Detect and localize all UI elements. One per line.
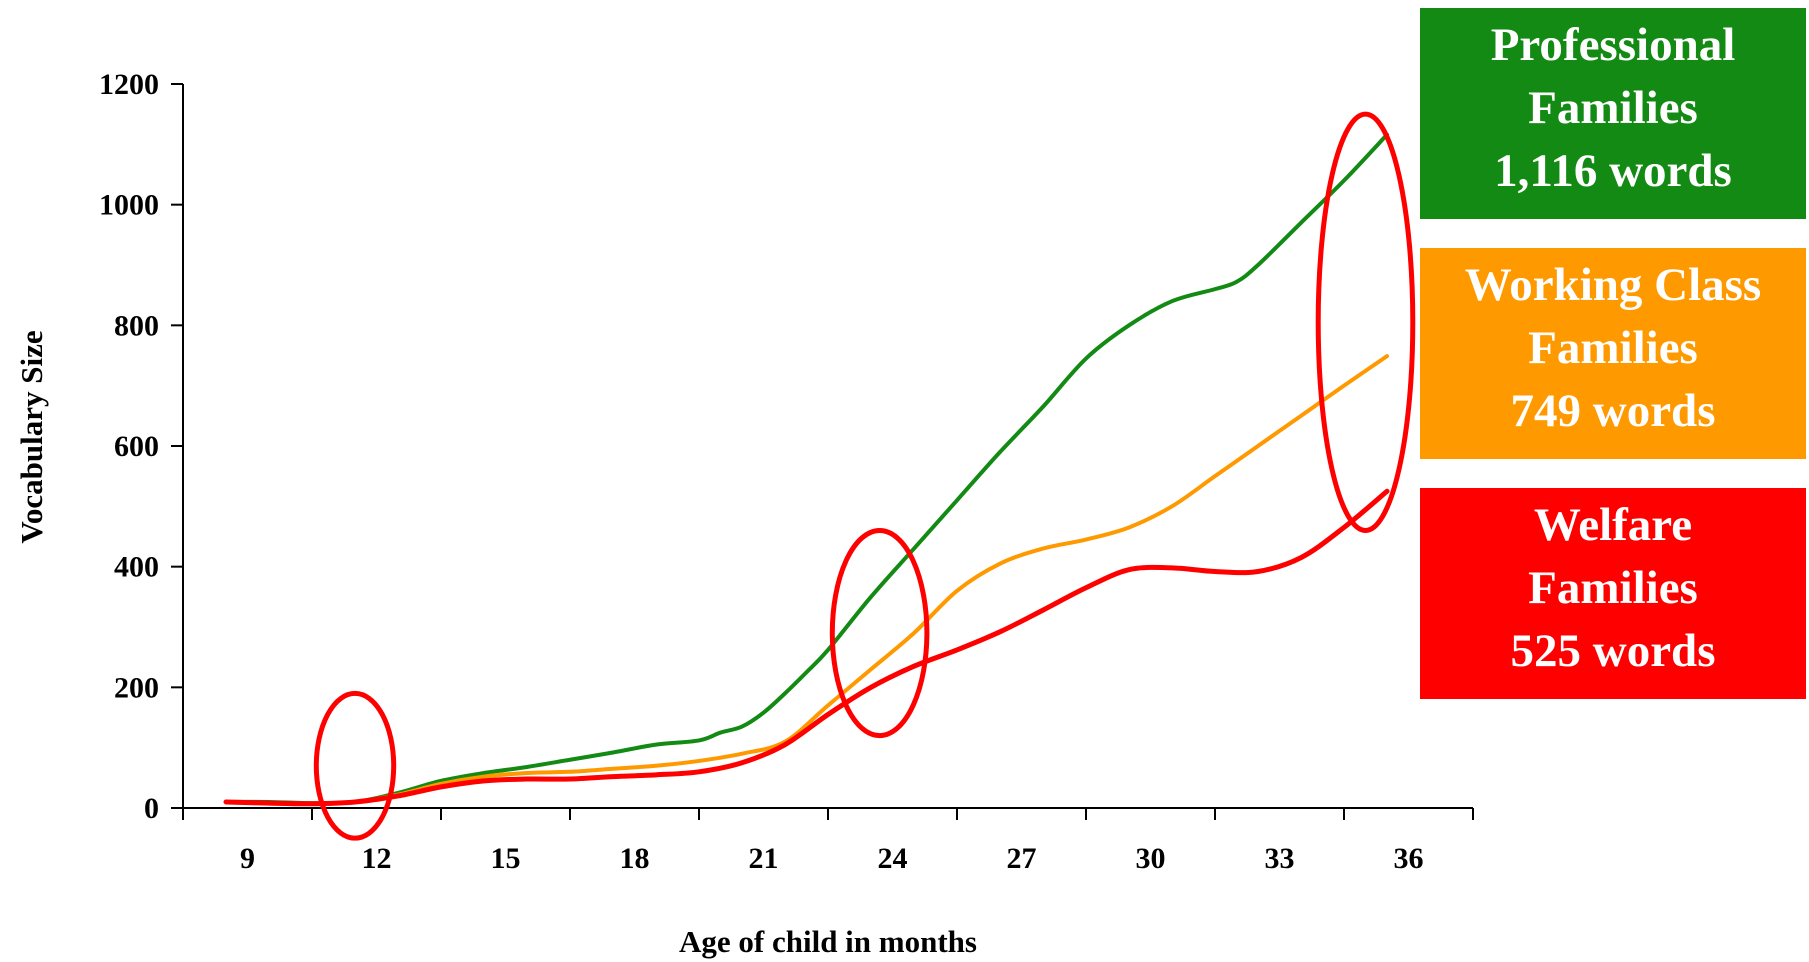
y-tick-label: 1000 (99, 189, 159, 222)
legend-welfare-line3: 525 words (1510, 625, 1716, 677)
y-tick-label: 0 (144, 792, 159, 825)
x-tick-label: 15 (491, 842, 521, 875)
legend-welfare-line2: Families (1528, 562, 1698, 614)
legend-working-class-line2: Families (1528, 322, 1698, 374)
highlight-ellipse-1 (313, 690, 397, 841)
legend-working-class: Working Class Families 749 words (1420, 248, 1806, 459)
x-tick-label: 9 (240, 842, 255, 875)
legend-welfare-line1: Welfare (1533, 499, 1693, 551)
x-tick-label: 30 (1136, 842, 1166, 875)
legend-welfare: Welfare Families 525 words (1420, 488, 1806, 699)
legend-professional-line3: 1,116 words (1494, 145, 1732, 197)
y-tick-label: 200 (114, 671, 159, 704)
legend-professional-line1: Professional (1490, 19, 1736, 71)
y-tick-label: 400 (114, 551, 159, 584)
x-tick-label: 33 (1265, 842, 1295, 875)
legend-working-class-line1: Working Class (1464, 259, 1762, 311)
legend-professional-line2: Families (1528, 82, 1698, 134)
chart-series (223, 132, 1390, 807)
chart-annotations (313, 111, 1416, 841)
x-axis-title: Age of child in months (679, 924, 977, 959)
highlight-ellipse-2 (829, 527, 930, 739)
y-tick-label: 800 (114, 309, 159, 342)
series-line-welfare (223, 488, 1390, 807)
x-tick-label: 21 (749, 842, 779, 875)
series-line-professional (224, 132, 1389, 806)
highlight-ellipse-3 (1315, 111, 1416, 533)
y-tick-label: 600 (114, 430, 159, 463)
series-line-working (224, 354, 1389, 806)
x-tick-label: 27 (1007, 842, 1037, 875)
chart-axes: 0 200 400 600 800 1000 1200 9 12 15 18 21 24 27 30 33 36 (99, 68, 1474, 875)
y-axis-title: Vocabulary Size (14, 330, 49, 543)
y-tick-label: 1200 (99, 68, 159, 101)
legend-professional: Professional Families 1,116 words (1420, 8, 1806, 219)
x-tick-label: 12 (362, 842, 392, 875)
x-tick-label: 24 (878, 842, 908, 875)
legend-working-class-line3: 749 words (1510, 385, 1716, 437)
x-tick-label: 36 (1394, 842, 1424, 875)
x-tick-label: 18 (620, 842, 650, 875)
